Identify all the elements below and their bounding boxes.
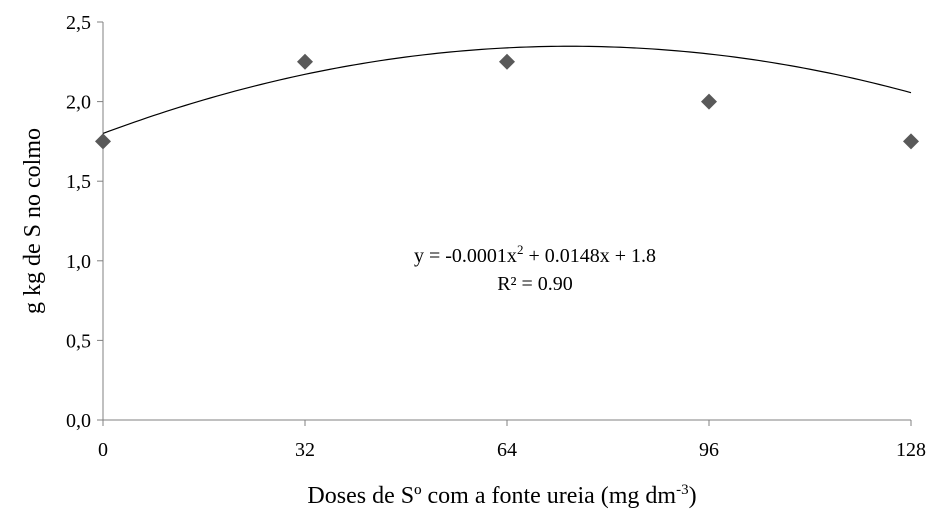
equation-label: y = -0.0001x2 + 0.0148x + 1.8 [414, 242, 656, 267]
data-point-marker [499, 53, 515, 70]
trendline [102, 45, 912, 135]
equation-superscript: 2 [517, 242, 524, 257]
x-axis-title-superscript: -3 [676, 482, 689, 498]
y-tick-label: 1,5 [66, 171, 91, 193]
y-tick-label: 2,5 [66, 12, 91, 34]
x-axis-ticks: 0 32 64 96 128 [98, 420, 926, 461]
x-tick-label: 96 [699, 439, 719, 461]
data-point-marker [701, 93, 717, 110]
data-point-marker [95, 133, 111, 150]
y-tick-label: 2,0 [66, 92, 91, 114]
y-tick-label: 1,0 [66, 251, 91, 273]
x-tick-label: 32 [295, 439, 315, 461]
data-point-marker [903, 133, 919, 150]
x-tick-label: 128 [896, 439, 926, 461]
data-point-marker [297, 53, 313, 70]
axes [102, 22, 911, 421]
y-tick-label: 0,5 [66, 330, 91, 352]
x-tick-label: 64 [497, 439, 517, 461]
r-squared-label: R² = 0.90 [497, 273, 573, 295]
data-points [95, 53, 919, 150]
y-tick-label: 0,0 [66, 410, 91, 432]
y-axis-ticks: 0,0 0,5 1,0 1,5 2,0 2,5 [66, 12, 103, 432]
x-axis-title: Doses de Sº com a fonte ureia (mg dm-3) [307, 482, 696, 509]
y-axis-title: g kg de S no colmo [20, 128, 46, 314]
x-tick-label: 0 [98, 439, 108, 461]
